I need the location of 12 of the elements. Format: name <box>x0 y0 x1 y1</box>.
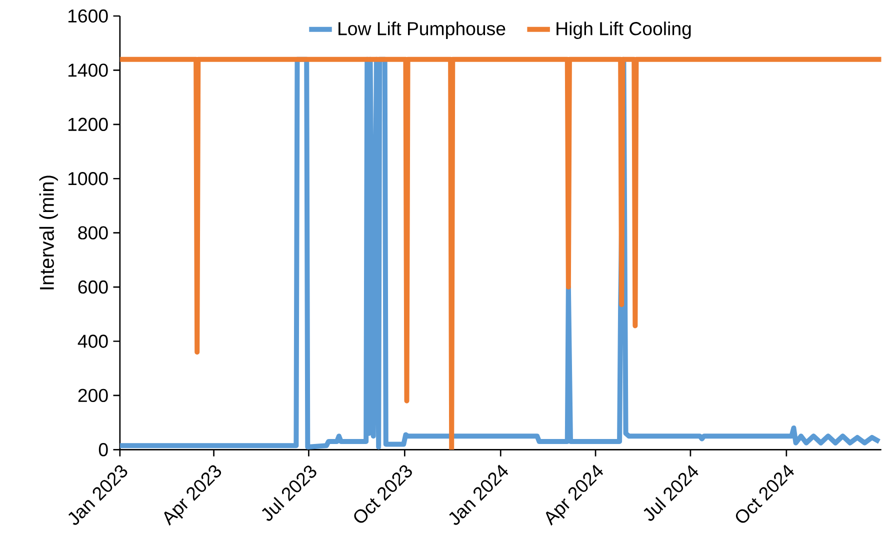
y-tick-label: 400 <box>78 334 108 348</box>
legend-label: Low Lift Pumphouse <box>338 22 506 40</box>
y-tick-label: 1200 <box>68 118 108 132</box>
y-tick-label: 600 <box>78 280 108 294</box>
y-tick-label: 1400 <box>68 64 108 78</box>
y-tick-label: 1600 <box>68 10 108 23</box>
legend-label: High Lift Cooling <box>556 22 691 40</box>
y-tick-label: 0 <box>98 443 108 456</box>
y-tick-label: 1000 <box>68 172 108 186</box>
y-tick-label: 800 <box>78 226 108 240</box>
y-axis-title: Interval (min) <box>39 176 58 290</box>
y-tick-label: 200 <box>78 389 108 402</box>
